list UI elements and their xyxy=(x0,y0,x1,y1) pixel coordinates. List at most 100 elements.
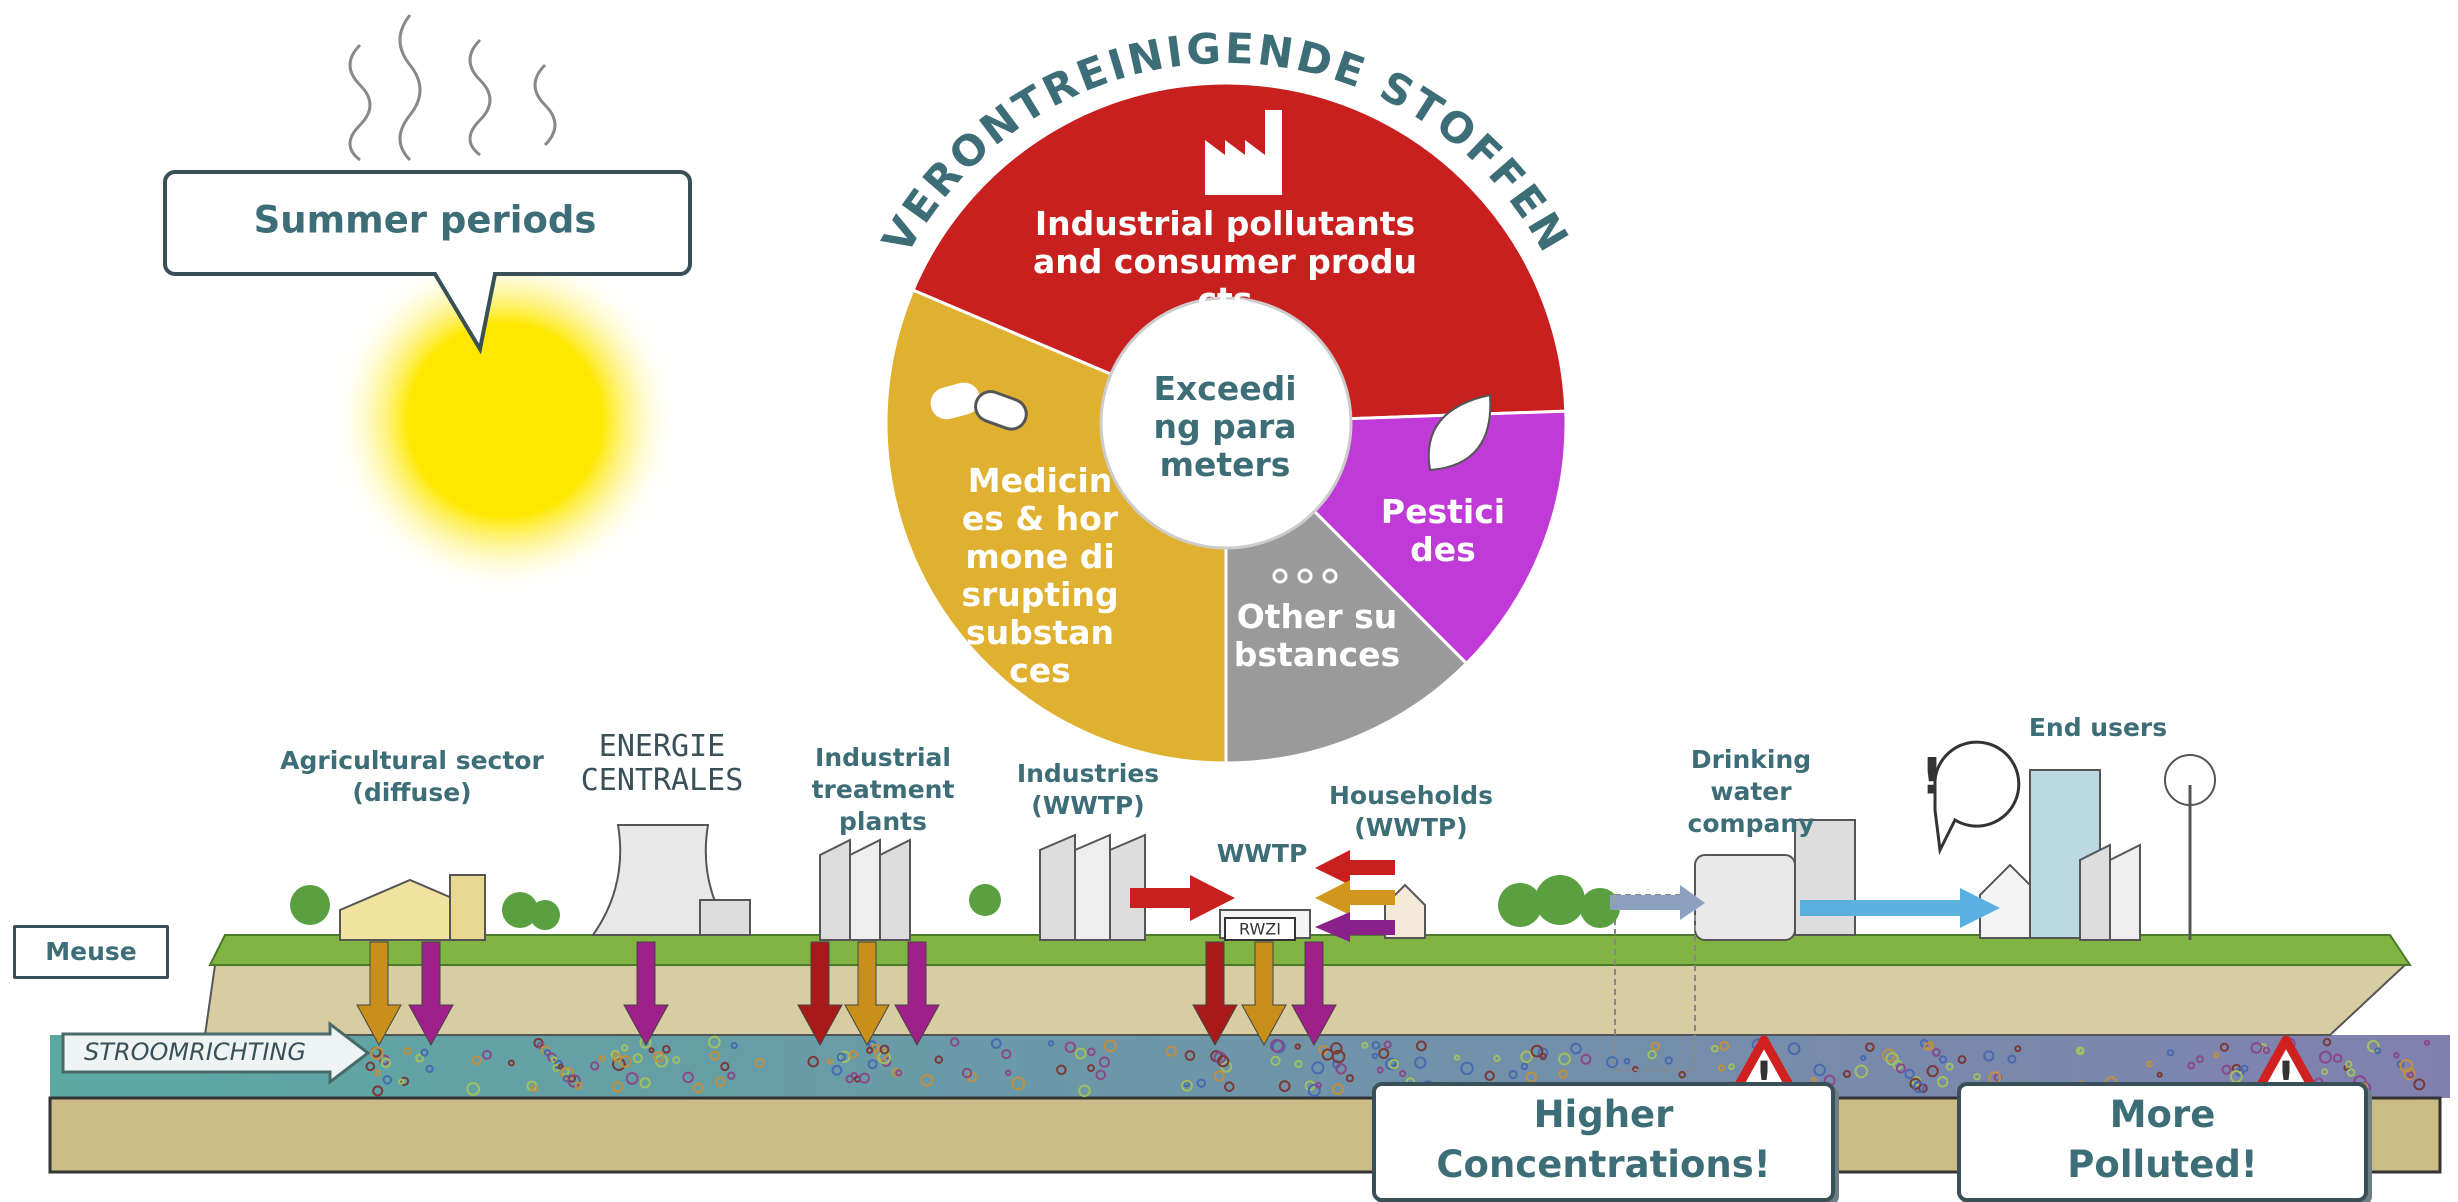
pollutant-dot xyxy=(2345,1060,2353,1068)
pollutant-dot xyxy=(620,1044,629,1052)
pollutant-dot xyxy=(1095,1069,1107,1081)
pollutant-dot xyxy=(648,1047,655,1054)
pollutant-dot xyxy=(662,1045,671,1054)
pollutant-dot xyxy=(836,1052,846,1062)
pollutant-dot xyxy=(425,1064,434,1073)
pollutant-dot xyxy=(1530,1044,1544,1058)
pollutant-dot xyxy=(2393,1052,2400,1059)
pollutant-dot xyxy=(1087,1047,1096,1057)
pollutant-dot xyxy=(415,1053,425,1063)
pollution-arrow xyxy=(894,941,940,1047)
pollutant-dot xyxy=(653,1051,665,1063)
river-name: Meuse xyxy=(45,937,137,966)
pollutant-dot xyxy=(543,1048,551,1057)
pollutant-dot xyxy=(1650,1041,1661,1051)
pollutant-dot xyxy=(1056,1064,1067,1076)
pollutant-dot xyxy=(672,1056,681,1065)
pollutant-dot xyxy=(1945,1062,1954,1071)
pollutant-dot xyxy=(1331,1049,1346,1064)
pollutant-dot xyxy=(1315,1081,1322,1089)
pollutant-dot xyxy=(2374,1047,2382,1055)
pollutant-dot xyxy=(807,1055,819,1068)
pollutant-dot xyxy=(1371,1052,1379,1060)
rwzi-label: RWZI xyxy=(1239,920,1281,939)
pollutant-dot xyxy=(2346,1068,2356,1077)
source-label: End users xyxy=(2028,713,2168,742)
pollutant-dot xyxy=(1371,1040,1381,1050)
pollutant-dot xyxy=(877,1050,891,1065)
pollutant-dot xyxy=(1011,1076,1026,1091)
pollutant-dot xyxy=(1854,1064,1869,1079)
pollutant-dots xyxy=(365,1035,2431,1098)
pollution-arrow xyxy=(797,941,843,1047)
pollutant-dot xyxy=(1895,1063,1907,1074)
pollutant-dot xyxy=(1539,1052,1547,1061)
heat-waves xyxy=(348,14,557,162)
pollutant-dot xyxy=(1001,1049,1012,1060)
warning-line: Polluted! xyxy=(2067,1143,2258,1186)
pollutant-dot xyxy=(1484,1070,1495,1081)
pollutant-dot xyxy=(1378,1047,1390,1060)
pollutant-dot xyxy=(891,1068,902,1078)
pollutant-dot xyxy=(2423,1039,2431,1046)
pollution-arrow xyxy=(844,941,890,1047)
pollutant-dot xyxy=(589,1061,600,1071)
flow-direction: STROOMRICHTING xyxy=(84,1038,306,1066)
warning-box: More Polluted! xyxy=(1957,1082,2368,1202)
pollutant-dot xyxy=(1388,1058,1399,1070)
pollutant-dot xyxy=(1508,1070,1518,1080)
pollutant-dot xyxy=(374,1069,382,1077)
pollutant-dot xyxy=(2399,1058,2414,1073)
pollutant-dot xyxy=(1103,1039,1117,1053)
pollutant-dot xyxy=(557,1063,564,1070)
pollutant-dot xyxy=(2332,1053,2343,1063)
pollutant-dot xyxy=(1623,1057,1631,1065)
pollutant-dot xyxy=(1936,1076,1949,1088)
pollutant-dot xyxy=(1384,1057,1398,1071)
pollutant-dot xyxy=(1717,1064,1726,1072)
wheel-center-label: Exceeding parameters xyxy=(1153,369,1297,484)
pollutant-dot xyxy=(1330,1042,1343,1055)
pollutant-dot xyxy=(1307,1083,1321,1097)
pollutant-dot xyxy=(1647,1049,1657,1060)
segment-label: Pesticides xyxy=(1380,492,1506,569)
pollutant-dot xyxy=(1710,1044,1719,1053)
pollutant-dot xyxy=(1098,1056,1111,1068)
source-label: Agricultural sector (diffuse) xyxy=(280,746,544,807)
pollutant-dot xyxy=(574,1081,583,1090)
pollutant-dot xyxy=(2366,1039,2380,1053)
pollutant-dot xyxy=(639,1077,651,1089)
pollutant-dot xyxy=(420,1048,429,1057)
source-label: Drinking water company xyxy=(1687,745,1815,838)
pollutant-dot xyxy=(1938,1055,1948,1064)
pollutant-dot xyxy=(1078,1084,1091,1098)
pollutant-dot xyxy=(1165,1045,1177,1057)
pollutant-dot xyxy=(858,1072,870,1084)
segment-label: Other substances xyxy=(1233,597,1401,674)
pollutant-dot xyxy=(1415,1040,1427,1052)
pollutant-dot xyxy=(1606,1056,1619,1069)
flow-arrows xyxy=(1130,850,2000,942)
pollutant-dot xyxy=(1787,1042,1801,1056)
pollutant-dot xyxy=(1345,1074,1355,1083)
pollutant-dot xyxy=(1957,1055,1967,1064)
pollution-arrow xyxy=(623,941,669,1047)
pollutant-dot xyxy=(612,1052,622,1063)
pollutant-dot xyxy=(1087,1064,1095,1072)
pollutant-dot xyxy=(530,1084,539,1093)
pollutant-dot xyxy=(1453,1054,1461,1061)
pollutant-dot xyxy=(754,1057,765,1069)
pollutant-dot xyxy=(848,1049,858,1059)
pollutant-dot xyxy=(632,1053,643,1064)
pollutant-dot xyxy=(1184,1050,1196,1061)
pollutant-dot xyxy=(1923,1042,1932,1052)
pollutant-dot xyxy=(826,1058,833,1065)
pollutant-dot xyxy=(1335,1063,1347,1075)
pollutant-dot xyxy=(1520,1062,1529,1071)
pollutant-dot xyxy=(2402,1067,2416,1081)
pollutant-dot xyxy=(2187,1061,2196,1070)
pollutant-dot xyxy=(560,1066,575,1081)
pollutant-dot xyxy=(1520,1050,1533,1064)
pollutant-dot xyxy=(2406,1071,2415,1079)
